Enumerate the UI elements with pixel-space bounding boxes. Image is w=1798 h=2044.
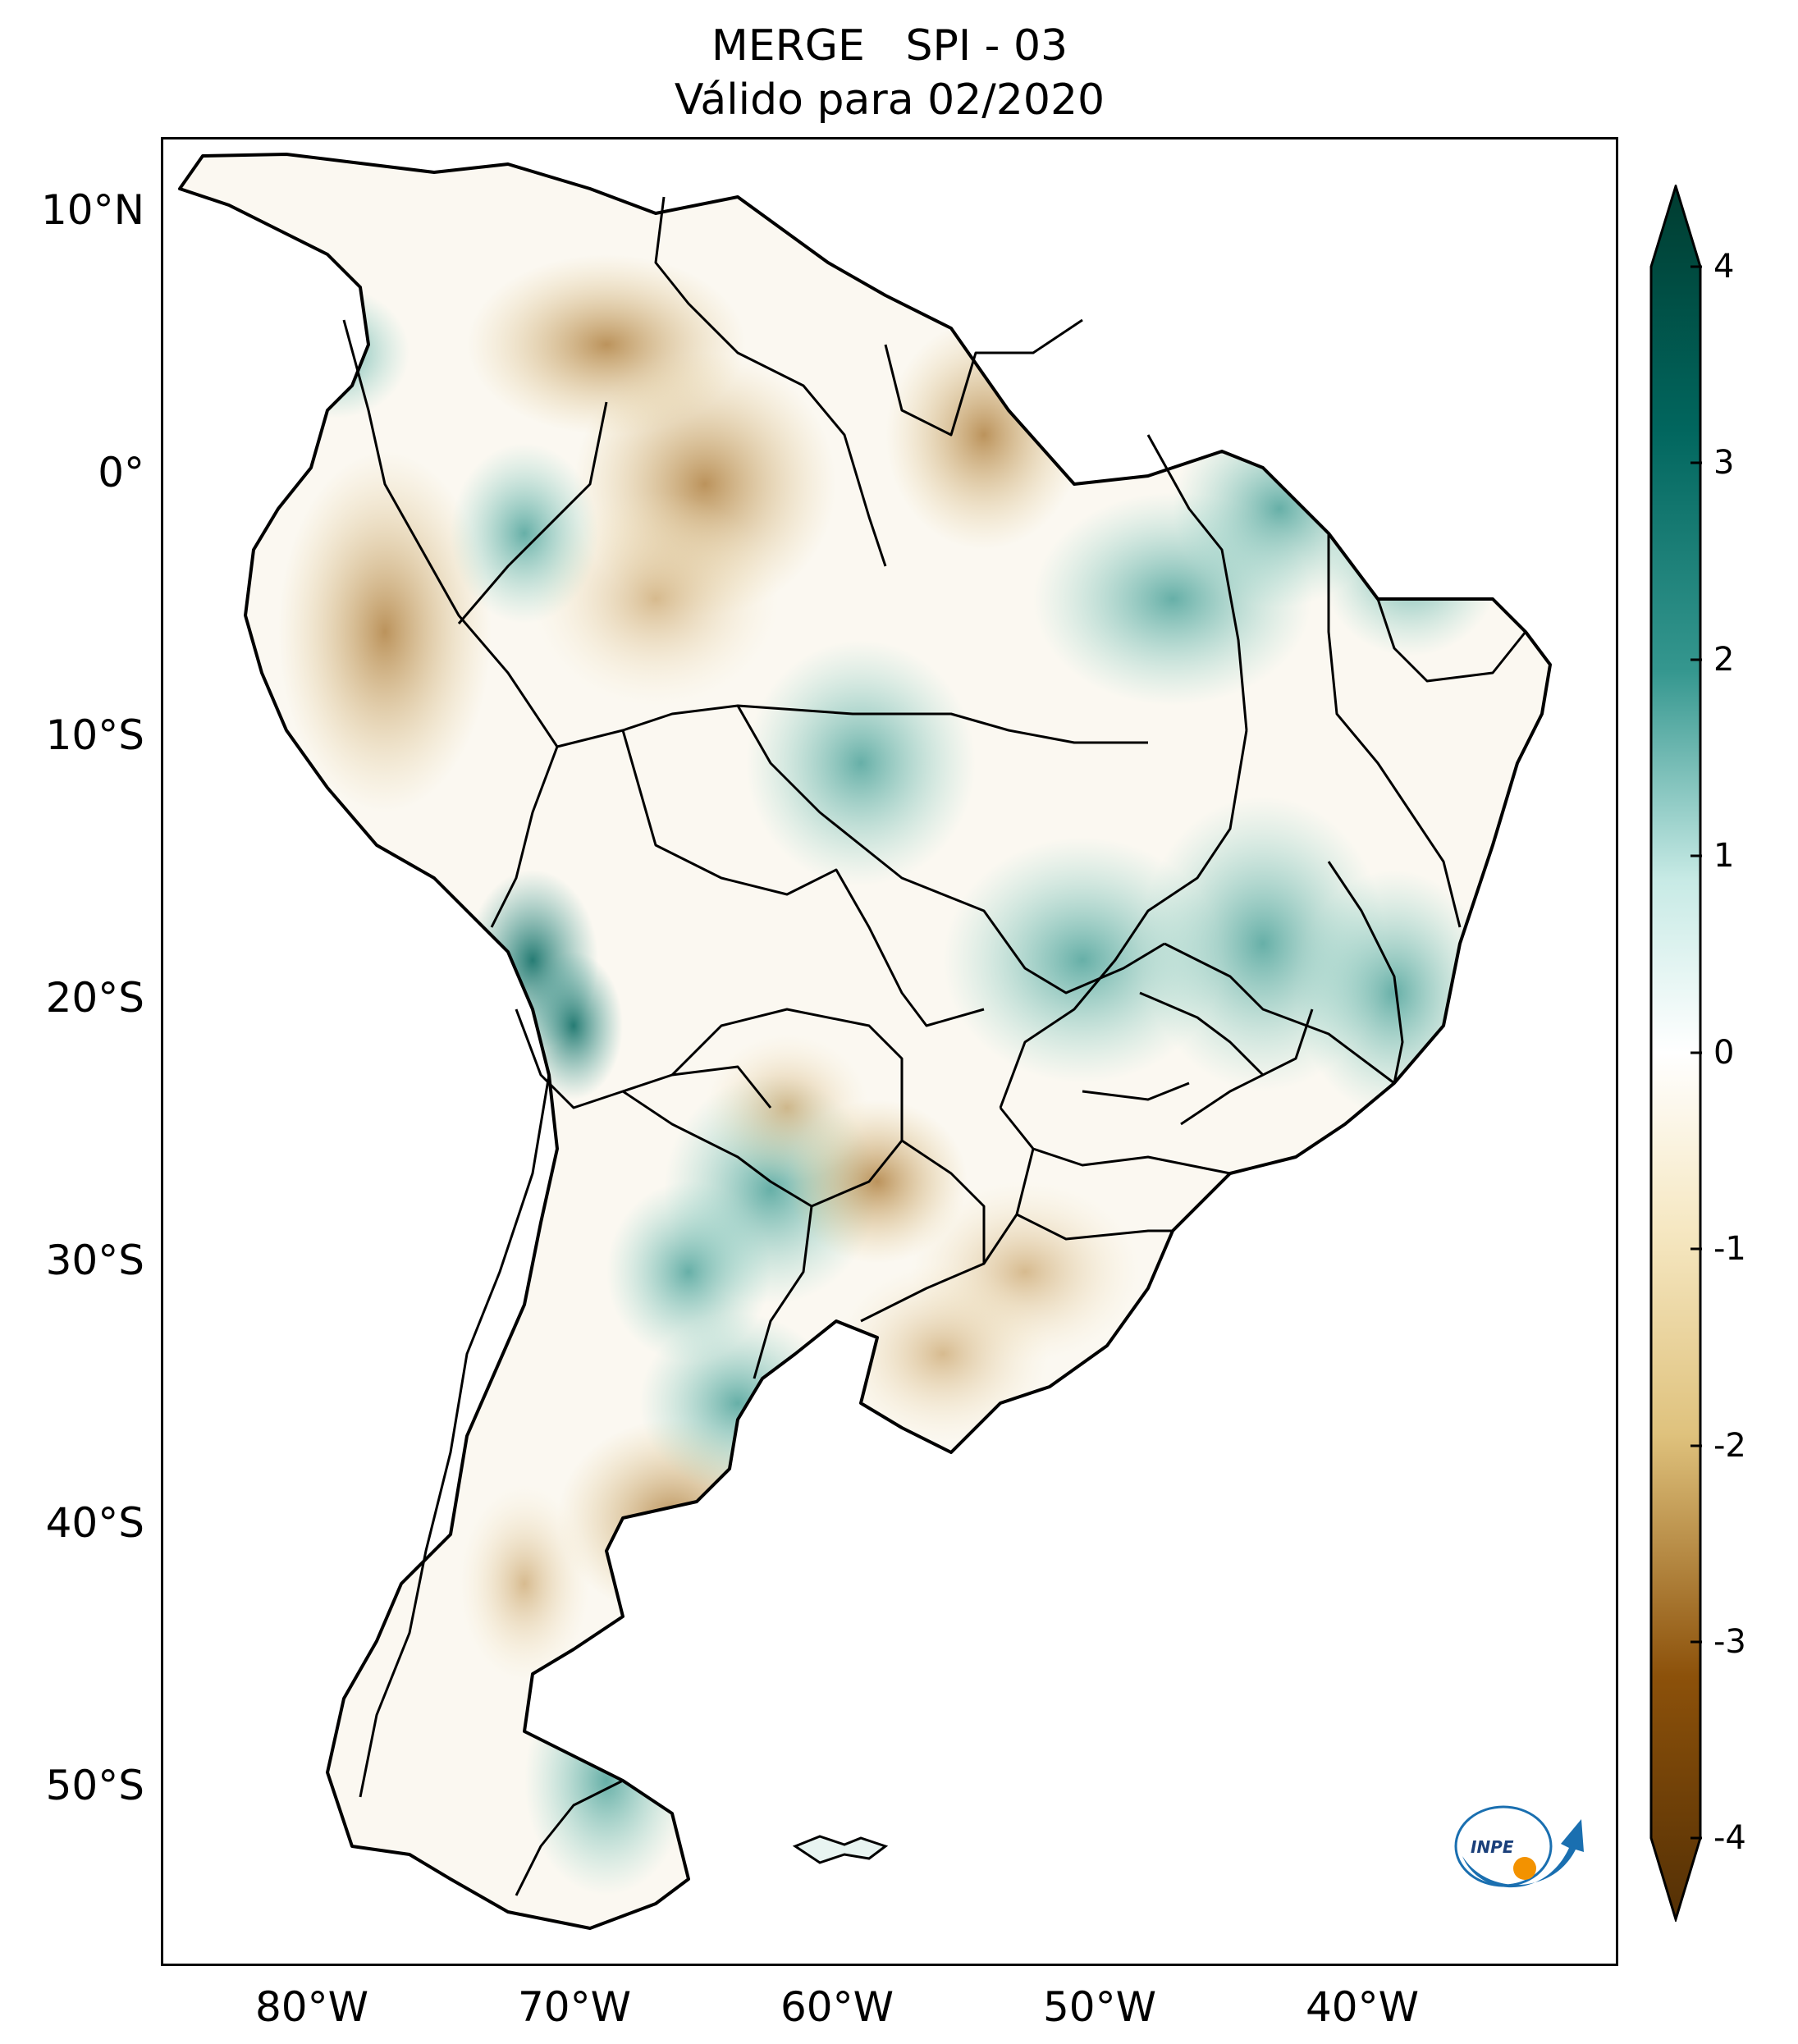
south-america-map (178, 153, 1552, 1930)
lat-label-50s: 50°S (45, 1762, 144, 1809)
colorbar-tick-neg2: -2 (1713, 1427, 1746, 1465)
lat-label-20s: 20°S (45, 974, 144, 1022)
borders (342, 196, 1527, 1896)
lat-label-30s: 30°S (45, 1237, 144, 1284)
map-frame (161, 137, 1618, 1966)
logo-text: INPE (1471, 1837, 1514, 1857)
colorbar-tick-0: 0 (1713, 1034, 1735, 1072)
map-subtitle: Válido para 02/2020 (674, 75, 1105, 125)
lat-label-0: 0° (98, 449, 144, 496)
colorbar-tick-2: 2 (1713, 641, 1735, 679)
lat-label-40s: 40°S (45, 1499, 144, 1547)
lon-label-40w: 40°W (1305, 1983, 1420, 2031)
lon-label-70w: 70°W (517, 1983, 632, 2031)
lon-label-80w: 80°W (254, 1983, 369, 2031)
colorbar-tick-neg4: -4 (1713, 1819, 1746, 1857)
lat-label-10n: 10°N (40, 186, 144, 234)
inpe-logo: INPE (1454, 1805, 1584, 1888)
colorbar (1649, 185, 1702, 1922)
colorbar-tick-3: 3 (1713, 444, 1735, 482)
colorbar-tick-neg1: -1 (1713, 1230, 1746, 1268)
lon-label-60w: 60°W (780, 1983, 894, 2031)
colorbar-tick-4: 4 (1713, 248, 1735, 286)
lon-label-50w: 50°W (1042, 1983, 1157, 2031)
lat-label-10s: 10°S (45, 711, 144, 759)
map-title: MERGE SPI - 03 (711, 21, 1068, 71)
colorbar-tick-neg3: -3 (1713, 1623, 1746, 1661)
colorbar-tick-1: 1 (1713, 837, 1735, 875)
